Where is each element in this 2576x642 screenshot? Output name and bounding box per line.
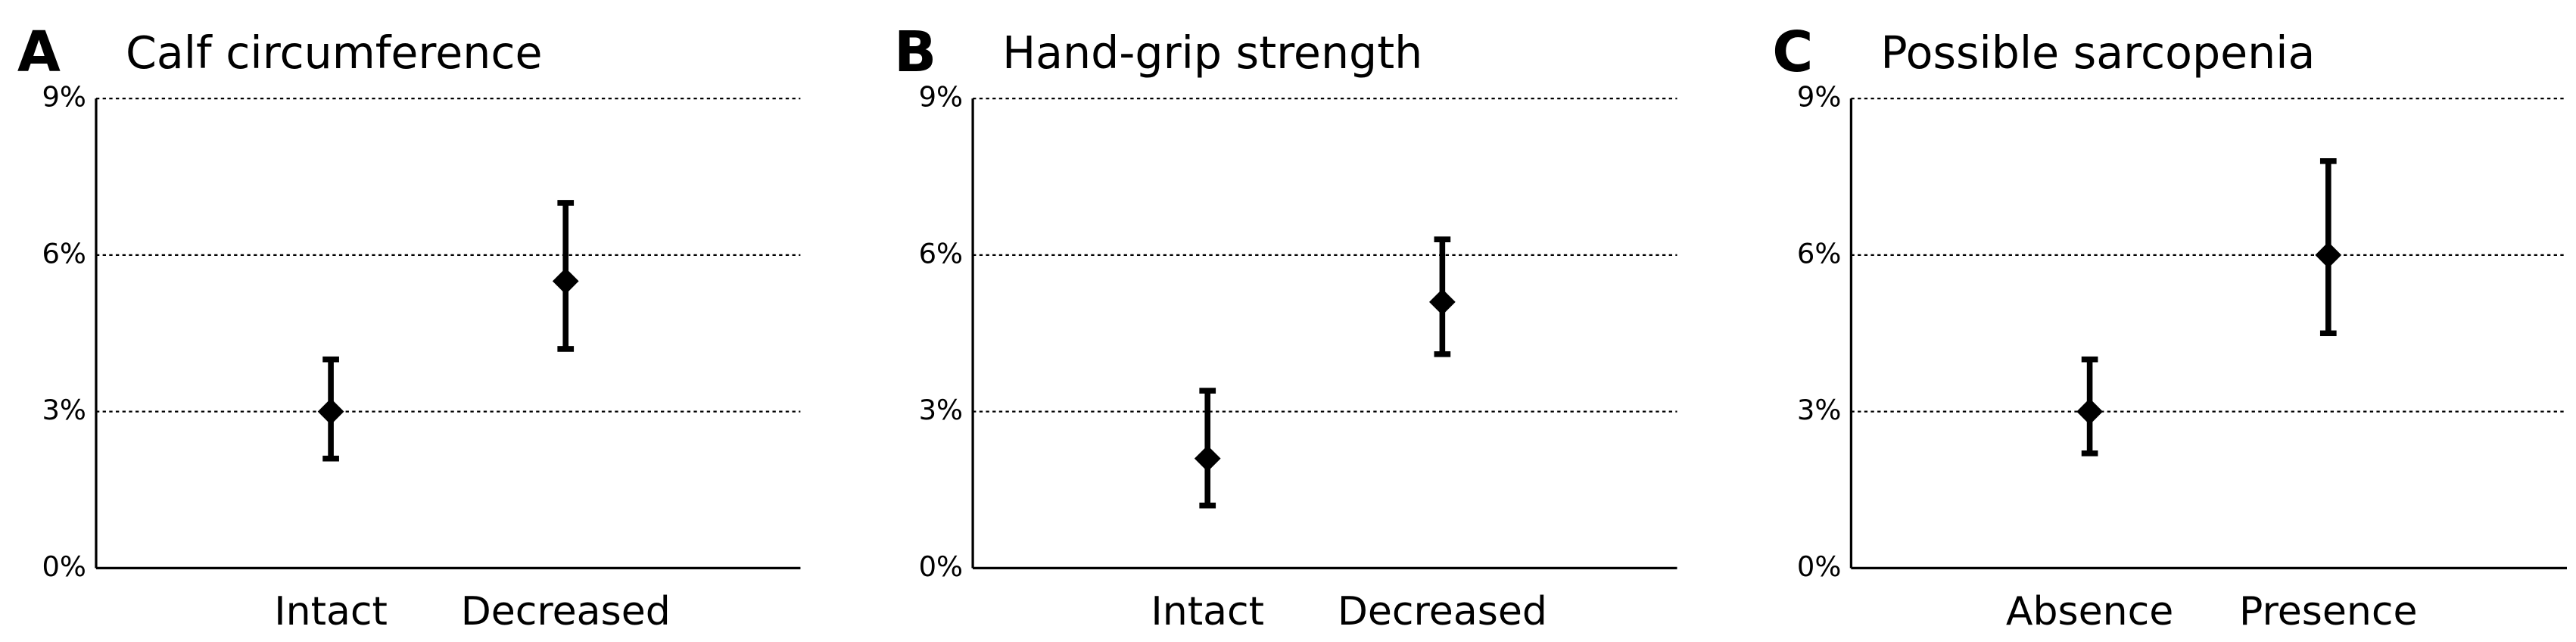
point [1194,445,1221,472]
x-tick-label: Absence [2006,589,2173,634]
chart-title: Possible sarcopenia [1880,27,2315,79]
x-tick-label: Intact [274,589,388,634]
y-tick-label: 3% [42,394,86,426]
x-tick-label: Presence [2239,589,2418,634]
panel-label: B [894,20,936,85]
y-tick-label: 9% [919,81,963,114]
y-tick-label: 9% [42,81,86,114]
point [2076,398,2103,425]
chart-title: Calf circumference [126,27,543,79]
y-tick-label: 0% [42,550,86,583]
x-tick-label: Decreased [461,589,671,634]
y-tick-label: 0% [919,550,963,583]
y-tick-label: 6% [42,237,86,270]
x-tick-label: Decreased [1338,589,1547,634]
panel-label: A [17,20,61,85]
panel-label: C [1772,20,1813,85]
y-tick-label: 6% [1797,237,1841,270]
chart-title: Hand-grip strength [1002,27,1422,79]
y-tick-label: 6% [919,237,963,270]
point [552,267,579,295]
point [317,398,344,425]
y-tick-label: 9% [1797,81,1841,114]
y-tick-label: 0% [1797,550,1841,583]
point [1429,288,1456,316]
y-tick-label: 3% [1797,394,1841,426]
y-tick-label: 3% [919,394,963,426]
x-tick-label: Intact [1151,589,1264,634]
point [2315,242,2342,269]
